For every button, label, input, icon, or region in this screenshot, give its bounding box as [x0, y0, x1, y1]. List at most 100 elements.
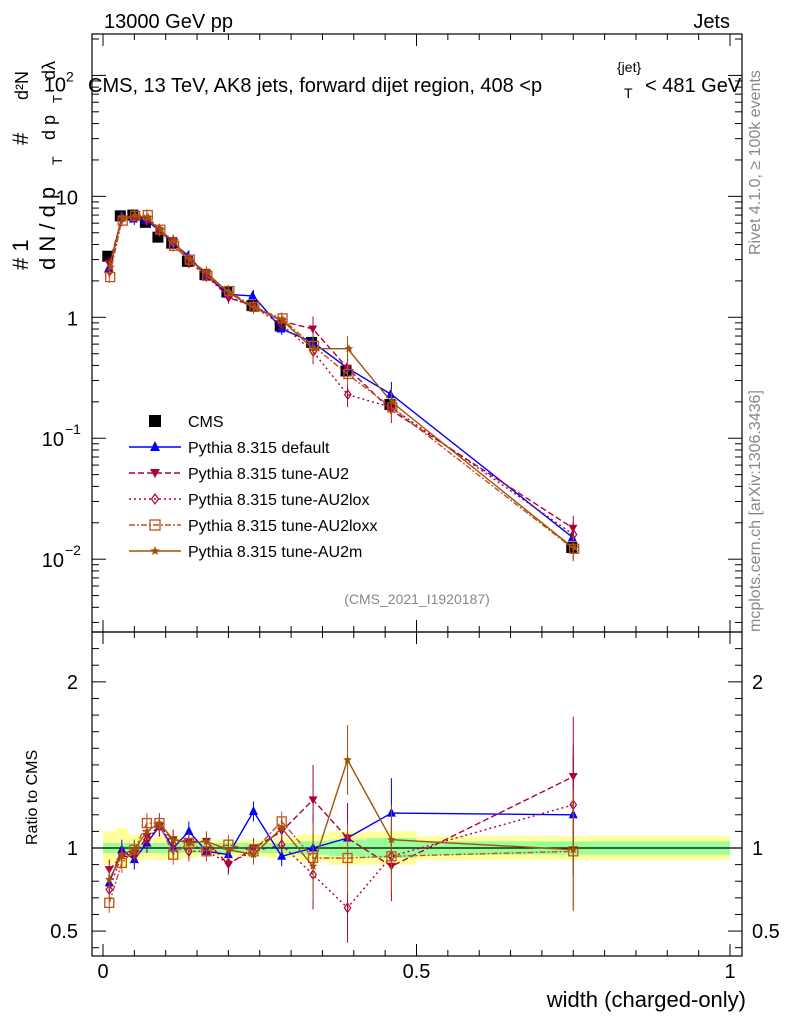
- point-4-4: [155, 224, 166, 235]
- point-2-11: [308, 325, 318, 334]
- point-5-5: [170, 236, 179, 245]
- ratio-point-2-10: [277, 839, 286, 851]
- legend-label-5: Pythia 8.315 tune-AU2m: [188, 544, 362, 561]
- ratio-point-4-1: [117, 850, 127, 859]
- analysis-watermark: (CMS_2021_I1920187): [344, 591, 490, 607]
- legend-label-4: Pythia 8.315 tune-AU2loxx: [188, 518, 377, 535]
- axes: [91, 33, 743, 957]
- main-series: [102, 209, 580, 562]
- y-tick-label-3: 10: [56, 187, 78, 209]
- point-5-13: [388, 397, 398, 406]
- point-3-12: [343, 388, 352, 401]
- ratio-point-4-2: [130, 845, 139, 854]
- mcplots-label: mcplots.cern.ch [arXiv:1306.3436]: [747, 390, 764, 632]
- legend-entry-0: CMS: [149, 414, 224, 431]
- ratio-tick-label-r-0: 0.5: [752, 921, 780, 943]
- ratio-tick-label-r-1: 1: [752, 838, 763, 860]
- point-5-0: [106, 262, 115, 271]
- ratio-point-2-6: [185, 845, 193, 857]
- ratio-point-4-11: [308, 861, 318, 870]
- legend-entry-5: Pythia 8.315 tune-AU2m: [129, 544, 362, 561]
- legend-marker-2: [150, 469, 160, 478]
- point-5-7: [203, 267, 213, 277]
- point-0-0: [102, 250, 114, 262]
- point-5-9: [250, 303, 260, 312]
- y-label-hash1: # 1: [8, 239, 33, 270]
- y-axis-label: # 1 d N / d p T # d²N d p T dλ: [8, 61, 65, 270]
- point-5-14: [570, 543, 579, 552]
- series-line-1: [108, 215, 574, 539]
- title-prefix: CMS, 13 TeV, AK8 jets, forward dijet reg…: [88, 75, 542, 97]
- rivet-label: Rivet 4.1.0, ≥ 100k events: [747, 70, 764, 255]
- point-4-0: [105, 271, 116, 283]
- y-label-den: d N / d p: [35, 187, 60, 270]
- ratio-point-4-14: [569, 845, 578, 854]
- y-label-hash2: #: [8, 132, 33, 145]
- point-1-9: [248, 290, 258, 300]
- legend-entry-3: Pythia 8.315 tune-AU2lox: [129, 492, 369, 509]
- point-5-10: [278, 315, 288, 324]
- point-0-4: [152, 231, 164, 243]
- ratio-point-4-8: [224, 845, 233, 854]
- ratio-series-1: [104, 716, 578, 902]
- ratio-point-3-12: [342, 852, 353, 864]
- ratio-point-1-11: [308, 796, 318, 805]
- ratio-point-0-10: [277, 850, 287, 860]
- header-right: Jets: [693, 11, 730, 33]
- point-1-13: [386, 388, 396, 398]
- ratio-series: [104, 716, 579, 943]
- y-label-den-sub: T: [49, 156, 65, 165]
- ratio-point-2-8: [224, 857, 233, 869]
- ratio-point-3-5: [168, 849, 179, 860]
- legend-label-1: Pythia 8.315 default: [188, 440, 330, 457]
- header-left: 13000 GeV pp: [104, 11, 233, 33]
- title-sub: T: [624, 85, 633, 101]
- legend-marker-1: [150, 441, 160, 451]
- ratio-point-4-6: [184, 838, 194, 847]
- y-tick-label-0: 10: [42, 550, 64, 572]
- ratio-point-0-9: [248, 805, 258, 815]
- ratio-point-4-0: [105, 875, 114, 884]
- x-tick-label-2: 1: [724, 961, 735, 983]
- ratio-tick-label-l-2: 2: [67, 672, 78, 694]
- x-axis-label: width (charged-only): [546, 987, 746, 1012]
- ratio-tick-label-l-1: 1: [67, 838, 78, 860]
- x-tick-label-0: 0: [97, 961, 108, 983]
- y-tick-label-4: 10: [44, 74, 66, 96]
- ratio-point-4-3: [142, 826, 152, 835]
- point-4-6: [184, 254, 195, 265]
- ratio-series-4: [105, 725, 578, 910]
- legend-marker-3: [150, 492, 160, 506]
- ratio-point-4-7: [202, 836, 211, 845]
- legend-label-3: Pythia 8.315 tune-AU2lox: [188, 492, 369, 509]
- point-5-2: [131, 211, 141, 220]
- ratio-point-2-12: [343, 902, 352, 914]
- point-5-1: [119, 213, 128, 222]
- ratio-tick-label-l-0: 0.5: [50, 921, 78, 943]
- legend-label-0: CMS: [188, 414, 224, 431]
- ratio-point-4-5: [168, 835, 178, 844]
- y-tick-exp-1: −1: [65, 421, 81, 437]
- legend-entry-4: Pythia 8.315 tune-AU2loxx: [129, 518, 377, 535]
- y-label-num2: d²N: [12, 71, 32, 100]
- legend-label-2: Pythia 8.315 tune-AU2: [188, 466, 349, 483]
- main-frame: [91, 33, 743, 633]
- y-label-den2-sub: T: [50, 95, 65, 103]
- point-4-9: [249, 301, 260, 313]
- x-tick-label-1: 0.5: [403, 961, 431, 983]
- point-4-12: [343, 368, 354, 380]
- ratio-point-4-12: [343, 755, 352, 764]
- title-sup: {jet}: [617, 59, 641, 75]
- y-tick-exp-0: −2: [65, 542, 81, 558]
- ratio-point-2-3: [143, 834, 151, 846]
- chart-title: CMS, 13 TeV, AK8 jets, forward dijet reg…: [88, 59, 742, 101]
- series-5: [106, 209, 579, 561]
- ratio-point-4-13: [387, 835, 396, 844]
- ratio-frame: [91, 631, 743, 957]
- title-suffix: < 481 GeV: [645, 75, 742, 97]
- y-tick-label-2: 1: [67, 308, 78, 330]
- y-label-den2-tail: dλ: [39, 61, 59, 80]
- legend-marker-4: [149, 519, 161, 531]
